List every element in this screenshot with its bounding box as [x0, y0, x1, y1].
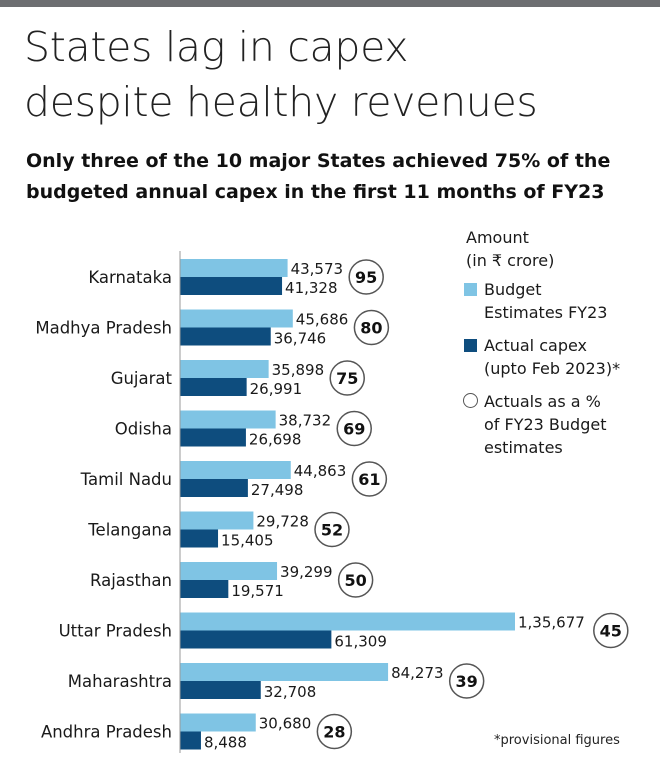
bar-actual: [180, 378, 247, 396]
data-label-budget: 44,863: [294, 462, 347, 480]
title-line-2: despite healthy revenues: [24, 78, 538, 126]
data-label-budget: 39,299: [280, 563, 333, 581]
data-label-budget: 45,686: [296, 311, 349, 329]
percent-label: 45: [600, 622, 622, 641]
title-line-1: States lag in capex: [24, 23, 409, 71]
legend-swatch-actual: [464, 339, 477, 352]
data-label-actual: 26,991: [250, 380, 303, 398]
data-label-actual: 19,571: [231, 582, 284, 600]
bar-actual: [180, 580, 229, 598]
percent-circle: [348, 259, 384, 295]
data-label-actual: 61,309: [334, 633, 387, 651]
percent-circle: [351, 461, 388, 497]
legend-budget-line-2: Estimates FY23: [484, 303, 608, 322]
data-label-actual: 27,498: [251, 481, 304, 499]
percent-label: 50: [345, 571, 367, 590]
bar-actual: [180, 327, 271, 346]
bar-actual: [180, 681, 261, 699]
legend-item-actual: Actual capex (upto Feb 2023)*: [462, 334, 657, 380]
percent-circle: [593, 612, 629, 649]
subtitle-line-1: Only three of the 10 major States achiev…: [26, 150, 611, 172]
bar-budget: [180, 612, 515, 631]
legend-actual-line-2: (upto Feb 2023)*: [484, 359, 621, 378]
category-label: Uttar Pradesh: [59, 622, 172, 641]
chart-subtitle: Only three of the 10 major States achiev…: [26, 146, 646, 208]
data-label-budget: 30,680: [259, 715, 312, 733]
percent-circle: [448, 663, 485, 699]
percent-label: 28: [323, 723, 345, 742]
legend-pct-line-1: Actuals as a %: [484, 392, 601, 411]
percent-label: 80: [360, 319, 382, 338]
legend-heading-line-2: (in ₹ crore): [466, 251, 555, 270]
bar-actual: [180, 529, 219, 548]
data-label-budget: 38,732: [279, 412, 332, 430]
category-label: Telangana: [87, 521, 172, 540]
category-label: Tamil Nadu: [80, 470, 172, 489]
bar-actual: [180, 630, 332, 649]
percent-circle: [353, 309, 390, 346]
category-label: Rajasthan: [90, 571, 172, 590]
percent-label: 95: [355, 268, 377, 287]
footnote: *provisional figures: [494, 733, 620, 748]
data-label-budget: 1,35,677: [518, 614, 585, 632]
data-label-budget: 35,898: [272, 361, 325, 379]
percent-circle: [329, 360, 365, 396]
data-label-actual: 32,708: [264, 683, 317, 701]
legend-item-budget: Budget Estimates FY23: [462, 278, 657, 324]
bar-budget: [180, 410, 276, 429]
bar-budget: [180, 461, 291, 479]
data-label-actual: 41,328: [285, 279, 338, 297]
category-label: Madhya Pradesh: [35, 319, 172, 338]
percent-circle: [316, 713, 353, 750]
bar-budget: [180, 663, 389, 681]
legend-heading-line-1: Amount: [466, 228, 529, 247]
subtitle-line-2: budgeted annual capex in the first 11 mo…: [26, 181, 605, 203]
legend-budget-line-1: Budget: [484, 280, 542, 299]
bar-actual: [180, 479, 248, 497]
legend: Amount (in ₹ crore) Budget Estimates FY2…: [462, 226, 657, 459]
bar-actual: [180, 428, 246, 447]
category-label: Andhra Pradesh: [41, 723, 172, 742]
bar-budget: [180, 511, 254, 530]
bar-budget: [180, 309, 293, 328]
percent-label: 69: [343, 420, 365, 439]
category-label: Karnataka: [88, 268, 172, 287]
data-label-actual: 36,746: [274, 330, 327, 348]
legend-item-percent: Actuals as a % of FY23 Budget estimates: [462, 390, 657, 459]
legend-swatch-budget: [464, 283, 477, 296]
legend-heading: Amount (in ₹ crore): [466, 226, 657, 272]
legend-circle-icon: [463, 393, 478, 408]
chart-title: States lag in capex despite healthy reve…: [24, 20, 644, 130]
legend-pct-line-3: estimates: [484, 438, 563, 457]
legend-actual-line-1: Actual capex: [484, 336, 587, 355]
data-label-actual: 8,488: [204, 734, 247, 752]
legend-pct-line-2: of FY23 Budget: [484, 415, 607, 434]
category-label: Odisha: [115, 420, 172, 439]
percent-label: 75: [336, 369, 358, 388]
bar-actual: [180, 731, 201, 750]
data-label-actual: 15,405: [221, 532, 274, 550]
data-label-budget: 84,273: [391, 664, 444, 682]
percent-circle: [337, 562, 374, 598]
percent-label: 61: [358, 470, 380, 489]
data-label-budget: 43,573: [291, 260, 344, 278]
percent-circle: [314, 511, 350, 548]
percent-circle: [336, 410, 372, 447]
percent-label: 52: [321, 521, 343, 540]
data-label-actual: 26,698: [249, 431, 302, 449]
bar-budget: [180, 713, 256, 732]
category-label: Gujarat: [111, 369, 173, 388]
bar-budget: [180, 562, 278, 580]
category-label: Maharashtra: [68, 672, 172, 691]
bar-budget: [180, 259, 288, 277]
percent-label: 39: [456, 672, 478, 691]
top-rule: [0, 0, 660, 7]
data-label-budget: 29,728: [256, 513, 309, 531]
bar-actual: [180, 277, 283, 295]
bar-budget: [180, 360, 269, 378]
